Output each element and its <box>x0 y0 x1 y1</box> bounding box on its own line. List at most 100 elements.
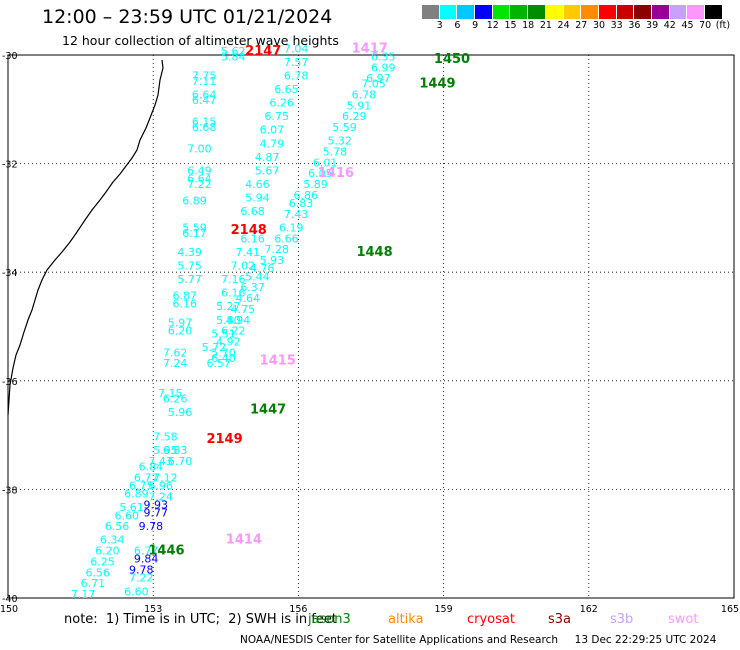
wave-height-value: 7.24 <box>163 357 188 370</box>
colorbar-label: 36 <box>628 20 641 31</box>
wave-height-value: 7.02 <box>231 259 256 272</box>
wave-height-value: 6.60 <box>124 585 149 598</box>
colorbar-label: 12 <box>486 20 499 31</box>
colorbar-label: 42 <box>663 20 676 31</box>
wave-height-value: 4.87 <box>255 151 280 164</box>
wave-height-value: 6.66 <box>274 232 299 245</box>
lon-tick-label: 165 <box>721 604 739 615</box>
pass-time-labels: 2147 1417 1450 1449 1416 2148 1448 1415 1447 2149… <box>148 41 470 558</box>
wave-height-value: 6.64 <box>192 88 217 101</box>
satellite-legend-s3b: s3b <box>610 612 634 627</box>
wave-height-value: 6.20 <box>168 325 193 338</box>
colorbar-swatch <box>598 5 617 19</box>
wave-height-value: 6.57 <box>206 357 231 370</box>
wave-height-value: 5.89 <box>303 178 328 191</box>
wave-height-value: 6.87 <box>173 289 198 302</box>
wave-height-value: 6.20 <box>95 545 120 558</box>
wave-height-value: 6.16 <box>240 232 265 245</box>
wave-height-value: 9.84 <box>134 553 159 566</box>
pass-time-label: 1450 <box>434 52 470 67</box>
wave-height-value: 6.78 <box>284 69 309 82</box>
wave-height-value: 5.59 <box>332 121 357 134</box>
wave-height-value: 5.70 <box>211 346 236 359</box>
wave-height-value: 7.24 <box>148 490 173 503</box>
colorbar-swatch <box>545 5 564 19</box>
satellite-legend-s3a: s3a <box>548 612 572 627</box>
wave-height-value: 4.66 <box>245 178 270 191</box>
wave-height-value: 4.39 <box>177 246 202 259</box>
wave-height-value: 7.00 <box>187 143 212 156</box>
pass-time-label: 1417 <box>352 41 388 56</box>
pass-time-label: 2149 <box>206 432 242 447</box>
wave-height-value: 6.16 <box>173 297 198 310</box>
lon-tick-label: 153 <box>144 604 162 615</box>
wave-height-value: 7.62 <box>163 346 188 359</box>
colorbar-label: 21 <box>539 20 552 31</box>
wave-height-value: 6.26 <box>269 97 294 110</box>
map-subtitle: 12 hour collection of altimeter wave hei… <box>62 33 339 48</box>
wave-height-value: 7.04 <box>284 42 309 55</box>
wave-height-value: 6.96 <box>148 479 173 492</box>
colorbar-swatch <box>528 5 546 19</box>
wave-height-value: 7.15 <box>158 387 183 400</box>
coastline <box>7 59 164 416</box>
wave-height-value: 4.76 <box>250 262 275 275</box>
footer-note: note: 1) Time is in UTC; 2) SWH is in fe… <box>64 612 337 627</box>
wave-height-value: 5.78 <box>323 145 348 158</box>
map-frame <box>7 54 735 599</box>
wave-height-value: 4.79 <box>260 137 285 150</box>
wave-height-value: 7.43 <box>148 455 173 468</box>
wave-height-value: 6.16 <box>221 287 246 300</box>
satellite-legend-cryosat: cryosat <box>467 612 515 627</box>
colorbar-swatch <box>634 5 652 19</box>
colorbar-label: 24 <box>557 20 570 31</box>
colorbar-swatch <box>422 5 440 19</box>
wave-height-value: 6.05 <box>308 167 333 180</box>
lat-tick-label: -32 <box>2 160 18 171</box>
wave-height-value: 7.16 <box>221 273 246 286</box>
colorbar-label: 30 <box>592 20 606 31</box>
wave-height-value: 5.44 <box>245 270 270 283</box>
colorbar-label: 27 <box>575 20 588 31</box>
wave-height-value: 5.84 <box>221 50 246 63</box>
wave-height-value: 7.12 <box>153 471 178 484</box>
wave-height-value: 5.80 <box>216 314 241 327</box>
colorbar-label: 39 <box>646 20 659 31</box>
wave-height-value: 6.89 <box>124 488 149 501</box>
wave-height-value: 6.89 <box>182 194 207 207</box>
wave-height-value: 5.67 <box>255 164 280 177</box>
wave-height-value: 7.41 <box>235 246 259 259</box>
colorbar-label: 3 <box>436 20 443 31</box>
colorbar-label: 15 <box>504 20 517 31</box>
lat-tick-label: -38 <box>2 485 18 496</box>
wave-height-value: 6.49 <box>187 164 212 177</box>
satellite-legend-altika: altika <box>388 612 424 627</box>
wave-height-value: 7.05 <box>361 78 386 91</box>
satellite-legend-swot: swot <box>668 612 699 627</box>
lat-tick-label: -36 <box>2 377 18 388</box>
wave-height-value: 6.37 <box>240 281 265 294</box>
wave-height-value: 6.07 <box>260 124 285 137</box>
colorbar-swatch <box>492 5 511 19</box>
lat-tick-label: -34 <box>2 268 18 279</box>
pass-time-label: 1414 <box>226 533 262 548</box>
map-title: 12:00 – 23:59 UTC 01/21/2024 <box>42 6 333 28</box>
colorbar-label: 33 <box>610 20 623 31</box>
wave-height-value: 6.75 <box>129 479 154 492</box>
wave-height-value: 9.78 <box>139 520 164 533</box>
wave-height-value: 4.64 <box>235 292 259 305</box>
wave-height-value: 6.71 <box>81 577 106 590</box>
wave-height-value: 5.32 <box>327 135 352 148</box>
pass-time-label: 2148 <box>231 223 267 238</box>
lon-tick-label: 150 <box>0 604 18 615</box>
wave-height-value: 6.56 <box>85 566 110 579</box>
pass-time-label: 1449 <box>419 77 455 92</box>
wave-height-value: 6.68 <box>192 121 217 134</box>
credit-line: NOAA/NESDIS Center for Satellite Applica… <box>240 634 717 646</box>
pass-time-label: 1415 <box>260 354 296 369</box>
wave-height-value: 7.58 <box>153 431 178 444</box>
wave-height-value: 7.43 <box>284 208 309 221</box>
wave-height-value: 5.51 <box>211 327 236 340</box>
wave-height-value: 6.60 <box>114 509 139 522</box>
colorbar-swatch <box>510 5 529 19</box>
